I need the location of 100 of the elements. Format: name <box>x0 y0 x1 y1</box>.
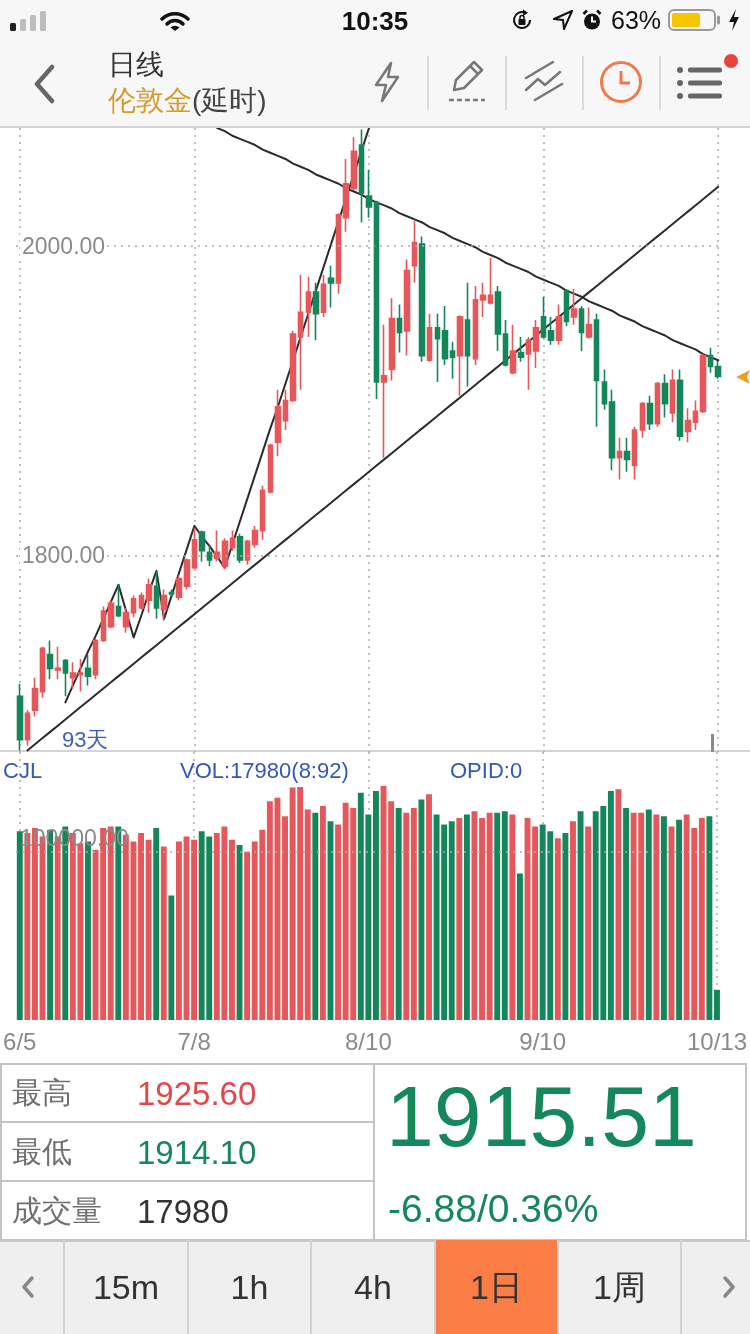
candlestick <box>39 645 46 699</box>
text: -6.88/0.36% <box>388 1187 599 1230</box>
text: 最低 <box>12 1135 72 1168</box>
bar <box>585 826 592 1020</box>
text: 1925.60 <box>137 1075 257 1112</box>
candlestick <box>373 199 380 400</box>
candlestick <box>472 285 479 366</box>
bar <box>236 844 243 1020</box>
y-tick-label: 2000.00 <box>22 232 106 259</box>
candlestick <box>639 401 646 439</box>
bar <box>607 791 614 1020</box>
candlestick <box>282 388 289 431</box>
candlestick <box>168 588 175 598</box>
candlestick <box>396 303 403 354</box>
text: 1周 <box>593 1268 646 1306</box>
bar <box>653 814 660 1020</box>
bar <box>501 811 508 1020</box>
candlestick <box>236 532 244 564</box>
bar <box>229 839 235 1020</box>
candlestick <box>24 709 31 747</box>
bar <box>577 811 584 1020</box>
bar <box>410 807 417 1020</box>
candlestick <box>441 305 449 366</box>
bar <box>494 812 501 1020</box>
bar <box>448 821 455 1020</box>
bar <box>645 809 652 1020</box>
candlestick <box>623 436 631 473</box>
candlestick <box>532 319 540 369</box>
candlestick <box>540 295 547 340</box>
bar <box>706 816 713 1020</box>
bar <box>145 839 152 1020</box>
candlestick <box>267 443 274 495</box>
candlestick <box>699 353 707 414</box>
chart-title: 日线 <box>108 49 164 80</box>
candlestick <box>456 314 464 397</box>
text: 4h <box>354 1268 392 1306</box>
text: CJL <box>3 758 43 783</box>
candlestick <box>274 388 282 458</box>
candlestick <box>578 305 585 352</box>
text: 成交量 <box>12 1194 102 1227</box>
candlestick <box>16 683 24 752</box>
bar <box>516 873 523 1020</box>
x-tick-label: 10/13 <box>686 1027 748 1055</box>
bar <box>456 818 463 1020</box>
candlestick <box>692 399 699 431</box>
x-tick-label: 9/10 <box>519 1027 567 1055</box>
candlestick <box>335 212 342 295</box>
bar <box>312 812 319 1020</box>
candlestick <box>684 407 692 444</box>
candlestick <box>654 381 661 428</box>
candlestick <box>297 274 304 391</box>
candlestick <box>213 529 221 563</box>
text: 17980 <box>137 1193 229 1230</box>
bar <box>16 831 23 1020</box>
candlestick <box>327 265 335 309</box>
candlestick <box>77 658 84 693</box>
candlestick <box>525 336 532 391</box>
text: 1h <box>230 1268 269 1306</box>
bar <box>395 807 402 1020</box>
candlestick <box>676 368 684 442</box>
candlestick <box>449 340 456 380</box>
candlestick <box>669 368 676 423</box>
bar <box>698 818 705 1020</box>
candlestick <box>115 583 122 619</box>
bar <box>570 821 576 1020</box>
candlestick <box>350 136 358 191</box>
candlestick <box>206 543 213 567</box>
candlestick <box>509 323 517 375</box>
candlestick <box>100 605 107 643</box>
bar <box>168 895 175 1020</box>
candlestick <box>380 323 388 459</box>
candlestick <box>69 661 77 690</box>
candlestick <box>229 529 236 552</box>
candlestick <box>661 373 669 419</box>
candlestick <box>305 275 312 338</box>
candlestick <box>388 297 396 382</box>
bar <box>282 816 288 1020</box>
candlestick <box>365 169 373 219</box>
candlestick <box>555 303 563 346</box>
bar <box>554 838 561 1020</box>
candlestick <box>585 306 593 340</box>
annotation: 93天 <box>62 727 109 752</box>
y-tick-label: 1800.00 <box>22 542 106 569</box>
bar <box>175 841 182 1020</box>
candlestick <box>198 529 206 563</box>
bar <box>676 819 683 1020</box>
candlestick <box>289 330 297 403</box>
candlestick <box>601 368 608 411</box>
candlestick <box>138 591 145 611</box>
bar <box>160 846 167 1020</box>
candlestick <box>191 526 198 571</box>
bar <box>532 826 539 1020</box>
candlestick <box>714 360 722 380</box>
text: 最高 <box>12 1076 72 1109</box>
candlestick <box>251 525 259 549</box>
candlestick <box>593 313 600 428</box>
bar <box>714 989 720 1020</box>
candlestick <box>502 319 509 368</box>
candlestick <box>707 347 714 374</box>
bar <box>426 794 432 1020</box>
